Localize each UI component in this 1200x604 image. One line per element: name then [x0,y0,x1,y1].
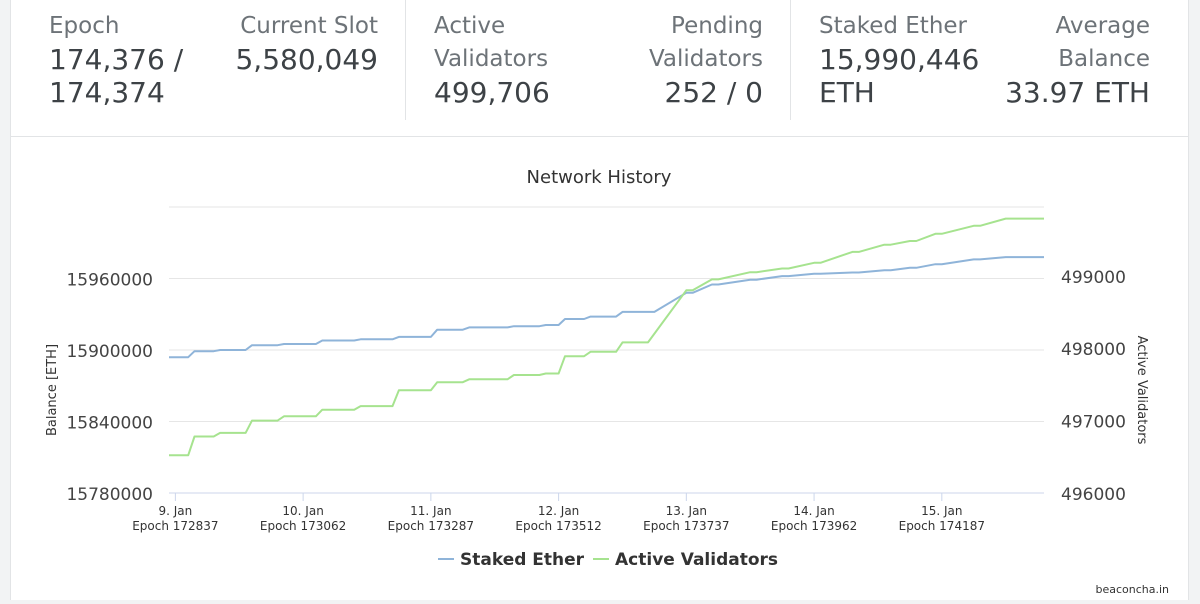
stat-pending-validators: Pending Validators 252 / 0 [603,10,763,109]
stat-group-epoch: Epoch 174,376 / 174,374 Current Slot 5,5… [11,0,405,120]
x-tick-epoch: Epoch 173287 [388,519,474,533]
stat-group-ether: Staked Ether 15,990,446 ETH Average Bala… [791,0,1188,120]
stat-average-balance-label: Average Balance [1055,13,1150,72]
y-axis-left-label: Balance [ETH] [45,344,60,436]
chart-title: Network History [527,167,672,188]
y-right-tick-label: 497000 [1061,413,1126,433]
x-tick-date: 15. Jan [921,504,962,518]
stat-staked-ether: Staked Ether 15,990,446 ETH [819,10,989,109]
chart-svg: 15780000 15840000 15900000 15960000 496000 49… [45,167,1169,596]
y-right-tick-label: 498000 [1061,340,1126,360]
stat-epoch-label: Epoch [49,13,120,39]
x-tick-epoch: Epoch 172837 [132,519,218,533]
x-tick-date: 10. Jan [282,504,323,518]
x-tick-date: 9. Jan [159,504,193,518]
y-left-tick-label: 15780000 [66,485,153,505]
x-tick-epoch: Epoch 173962 [771,519,857,533]
stat-epoch: Epoch 174,376 / 174,374 [49,10,219,109]
stat-current-slot-value: 5,580,049 [235,43,378,76]
y-axis-right-label: Active Validators [1134,336,1149,445]
x-tick-epoch: Epoch 173062 [260,519,346,533]
chart-series [169,217,1044,457]
stat-epoch-value: 174,376 / 174,374 [49,43,184,109]
stat-staked-ether-label: Staked Ether [819,13,968,39]
x-tick-epoch: Epoch 174187 [899,519,985,533]
stats-header: Epoch 174,376 / 174,374 Current Slot 5,5… [11,0,1188,137]
x-tick-date: 11. Jan [410,504,451,518]
y-left-tick-label: 15840000 [66,414,153,434]
y-left-tick-label: 15900000 [66,342,153,362]
y-right-tick-label: 496000 [1061,485,1126,505]
stat-pending-validators-label: Pending Validators [648,13,763,72]
series-line-staked-ether [169,256,1044,359]
x-tick-date: 12. Jan [538,504,579,518]
stat-average-balance: Average Balance 33.97 ETH [1000,10,1150,109]
credit-text: beaconcha.in [1095,583,1169,596]
x-tick-epoch: Epoch 173737 [643,519,729,533]
stat-current-slot: Current Slot 5,580,049 [208,10,378,76]
x-tick-date: 13. Jan [666,504,707,518]
chart-grid [169,206,1044,494]
chart-legend: Staked Ether Active Validators [438,550,778,570]
stat-group-validators: Active Validators 499,706 Pending Valida… [406,0,790,120]
y-right-tick-label: 499000 [1061,268,1126,288]
stat-current-slot-label: Current Slot [240,13,378,39]
stat-staked-ether-value: 15,990,446 ETH [819,43,980,109]
y-left-tick-label: 15960000 [66,271,153,291]
stat-divider [790,0,791,120]
stat-active-validators-value: 499,706 [434,76,550,109]
x-tick-date: 14. Jan [793,504,834,518]
series-line-active-validators [169,217,1044,457]
stat-average-balance-value: 33.97 ETH [1005,76,1150,109]
chart-axes: 15780000 15840000 15900000 15960000 496000 49… [66,268,1125,533]
network-history-chart: 15780000 15840000 15900000 15960000 496000 49… [11,137,1188,600]
page-frame: Epoch 174,376 / 174,374 Current Slot 5,5… [10,0,1189,600]
stat-pending-validators-value: 252 / 0 [664,76,764,109]
stat-divider [405,0,406,120]
legend-label-staked-ether: Staked Ether [460,550,585,570]
stat-active-validators-label: Active Validators [434,13,549,72]
x-tick-epoch: Epoch 173512 [515,519,601,533]
stat-active-validators: Active Validators 499,706 [434,10,594,109]
legend-label-active-validators: Active Validators [615,550,778,570]
